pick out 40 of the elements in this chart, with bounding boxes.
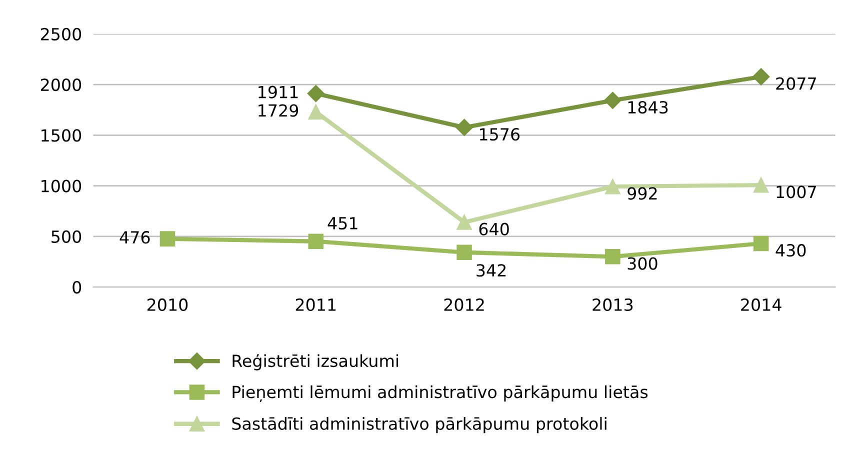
point [308,234,324,249]
point [753,236,769,252]
data-label: 300 [628,257,658,270]
y-tick-label: 2000 [40,78,82,92]
point [605,178,620,194]
y-tick-label: 1000 [42,180,82,192]
point [160,231,176,246]
data-label: 992 [628,187,657,200]
data-label: 640 [479,222,509,236]
point [605,249,620,264]
y-tick-label: 2500 [40,28,82,40]
legend-label: Sastādīti administratīvo pārkāpumu protokoli [232,417,606,434]
data-label: 1729 [258,104,298,117]
data-label: 1843 [628,100,668,114]
data-label: 1007 [776,186,816,198]
point [308,104,324,120]
data-label: 451 [328,217,358,230]
point [752,68,770,86]
x-tick-label: 2010 [147,298,188,312]
data-label: 1911 [258,86,298,98]
data-label: 476 [120,231,150,244]
data-label: 1576 [480,128,520,141]
point [307,84,324,102]
x-tick-label: 2013 [592,298,633,312]
x-tick-label: 2011 [296,298,336,312]
point [604,92,622,109]
data-label: 342 [476,264,506,277]
y-tick-label: 1500 [42,129,82,142]
point [753,177,769,193]
x-tick-label: 2012 [444,298,484,312]
point [456,118,473,136]
legend-label: Reģistrēti izsaukumi [232,354,398,370]
data-label: 430 [776,244,806,257]
y-tick-label: 500 [52,230,82,243]
legend-label: Pieņemti lēmumi administratīvo pārkāpumu lietās [232,385,648,402]
point [456,214,472,230]
point [456,244,472,260]
y-tick-label: 0 [72,280,82,294]
data-label: 2077 [776,77,816,90]
x-tick-label: 2014 [741,298,782,312]
